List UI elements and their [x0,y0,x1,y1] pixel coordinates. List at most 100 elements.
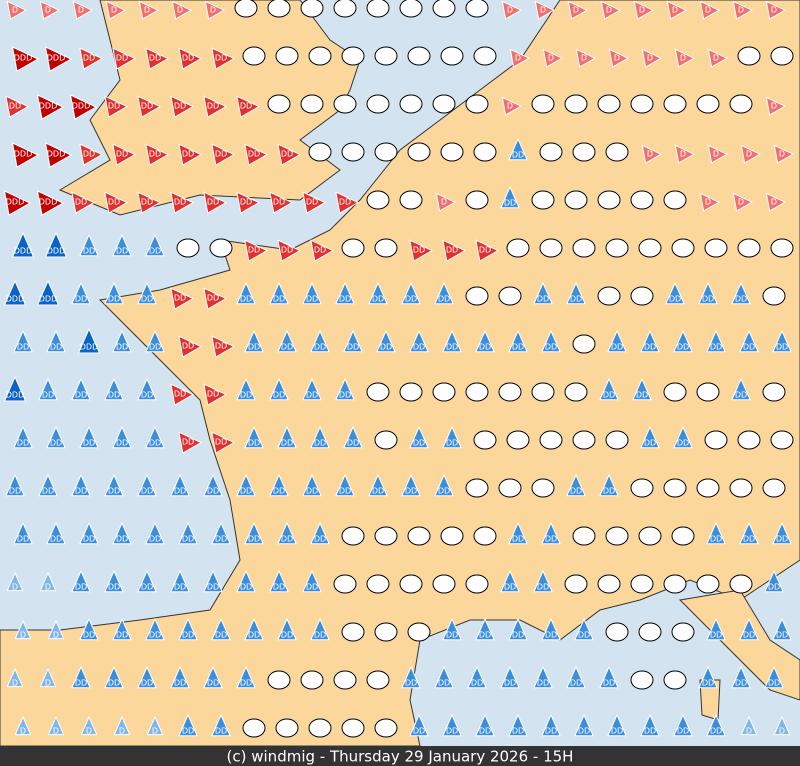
calm-marker [465,0,489,18]
wind-arrow [368,281,388,305]
wind-label: DD [75,487,87,496]
wind-arrow [277,143,302,166]
wind-label: DD [248,535,260,544]
wind-arrow [699,192,721,212]
wind-label: DD [141,487,153,496]
wind-arrow [145,329,165,353]
wind-arrow [170,473,190,497]
wind-arrow [739,521,759,545]
wind-label: DD [141,391,153,400]
wind-label: DD [248,439,260,448]
wind-arrow [435,192,457,212]
wind-label: DD [17,535,29,544]
wind-arrow [236,569,256,593]
calm-marker [300,94,324,114]
wind-label: DD [207,198,219,207]
wind-arrow [772,329,792,353]
wind-arrow [113,715,131,736]
calm-marker [333,94,357,114]
wind-arrow [508,713,528,737]
wind-arrow [211,431,236,454]
calm-marker [432,94,456,114]
calm-marker [432,0,456,18]
wind-label: DD [108,198,120,207]
wind-label: DD [603,391,615,400]
wind-arrow [269,473,289,497]
wind-arrow [673,713,693,737]
wind-arrow [467,665,487,689]
wind-arrow [236,191,261,214]
calm-marker [399,190,423,210]
calm-marker [663,574,687,594]
wind-arrow [500,569,520,593]
calm-marker [432,382,456,402]
wind-arrow [773,144,795,164]
calm-marker [300,0,324,18]
calm-marker [770,430,794,450]
wind-arrow [706,617,726,641]
calm-marker [498,286,522,306]
calm-marker [630,574,654,594]
calm-marker [762,382,786,402]
wind-arrow [178,617,198,641]
wind-label: DD [149,150,161,159]
wind-label: DD [75,295,87,304]
wind-label: D [705,6,711,15]
wind-label: DD [273,198,285,207]
wind-arrow [765,0,787,20]
wind-label: D [614,54,620,63]
wind-arrow [77,327,101,354]
wind-arrow [608,48,630,68]
wind-label: DD [372,295,384,304]
calm-marker [671,622,695,642]
wind-arrow [47,715,65,736]
wind-label: DD [149,343,161,352]
wind-label: DD [248,343,260,352]
wind-arrow [71,191,96,214]
wind-arrow [665,281,685,305]
wind-label: DD [149,247,161,256]
wind-arrow [104,569,124,593]
wind-arrow [112,617,132,641]
wind-label: DD [677,439,689,448]
wind-label: DD [776,631,788,640]
wind-label: DD [215,150,227,159]
calm-marker [473,46,497,66]
calm-marker [564,382,588,402]
wind-arrow [500,185,520,209]
wind-arrow [145,143,170,166]
calm-marker [440,526,464,546]
wind-label: D [78,6,84,15]
wind-arrow [765,192,787,212]
wind-label: DD [207,390,219,399]
wind-arrow [310,239,335,262]
calm-marker [572,238,596,258]
wind-label: DD [570,679,582,688]
wind-label: DD [174,198,186,207]
calm-marker [762,478,786,498]
wind-label: D [45,679,51,688]
wind-arrow [508,137,528,161]
wind-label: DD [281,631,293,640]
wind-arrow [541,521,561,545]
wind-label: DD [116,535,128,544]
wind-label: DD [182,150,194,159]
calm-marker [671,238,695,258]
calm-marker [605,526,629,546]
calm-marker [498,478,522,498]
calm-marker [267,0,291,18]
wind-arrow [541,329,561,353]
calm-marker [341,46,365,66]
calm-marker [407,142,431,162]
wind-label: DD [611,343,623,352]
calm-marker [729,94,753,114]
wind-arrow [178,143,203,166]
wind-arrow [112,425,132,449]
calm-marker [605,142,629,162]
wind-arrow [145,47,170,70]
wind-label: DD [281,246,293,255]
calm-marker [374,238,398,258]
wind-arrow [442,713,462,737]
calm-marker [432,574,456,594]
